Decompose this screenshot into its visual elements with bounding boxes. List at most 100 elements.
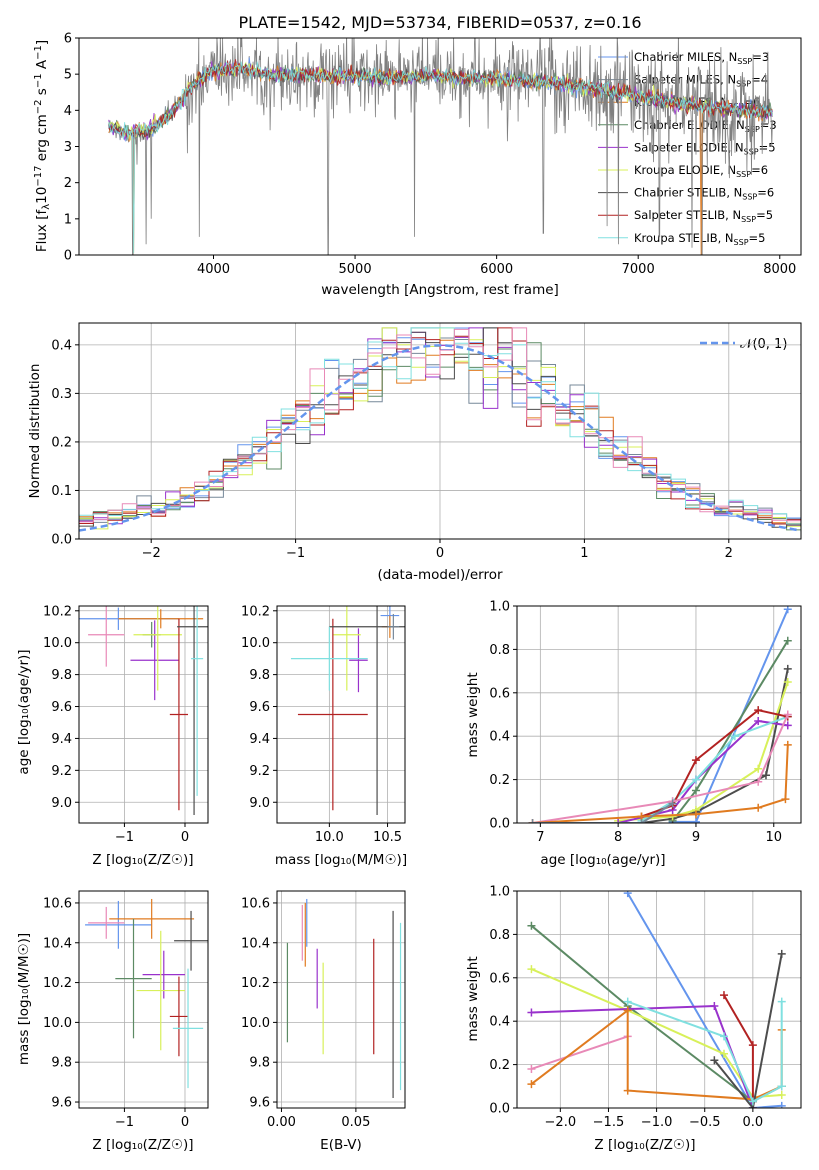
weight_vs_Z-axes: −2.0 −1.5 −1.0 −0.5 0.0 0.0 0.2 0.4 0.6 0.8 1.0 <box>489 885 802 1130</box>
weight-marker <box>527 965 536 974</box>
mass_vs_ebv-ytick-label: 10.6 <box>241 896 270 911</box>
weight-series-extra-pink <box>527 1032 632 1073</box>
mass_vs_Z-grid <box>79 891 208 1108</box>
weight-series-chabrier-miles <box>668 606 792 823</box>
errorbar-extra-pink <box>88 606 125 667</box>
weight-marker <box>719 1032 728 1041</box>
weight_vs_Z-ytick-label: 0.4 <box>489 1015 510 1030</box>
age_vs_Z-ytick-label: 9.2 <box>51 764 72 779</box>
residuals-ytick-label: 0.1 <box>51 484 72 499</box>
weight-line <box>532 802 674 823</box>
weight_vs_age-xtick-label: 7 <box>536 830 544 845</box>
mass_vs_Z-ytick-label: 10.4 <box>43 936 72 951</box>
weight_vs_age-ytick-label: 0.4 <box>489 730 510 745</box>
weight-vs-age-ylabel: mass weight <box>465 672 481 757</box>
age_vs_mass-ytick-label: 10.2 <box>241 604 270 619</box>
residuals-xtick-label: 2 <box>725 546 733 561</box>
weight-marker <box>637 819 646 823</box>
age_vs_mass-marks <box>290 606 405 816</box>
spectrum-xtick-label: 6000 <box>480 262 513 277</box>
age-vs-mass-xlabel: mass [log₁₀(M/M☉)] <box>275 852 407 868</box>
weight-marker <box>783 721 792 730</box>
weight_vs_age-xtick-label: 9 <box>692 830 700 845</box>
mass_vs_Z-ytick-label: 9.8 <box>51 1056 72 1071</box>
weight-marker <box>527 921 536 930</box>
residuals-xtick-label: −2 <box>142 546 161 561</box>
weight-line <box>532 714 789 823</box>
spectrum-ytick-label: 1 <box>64 212 72 227</box>
mass_vs_ebv-frame <box>276 890 406 1109</box>
age_vs_Z-ytick-label: 10.0 <box>43 636 72 651</box>
legend-label-prefix: Kroupa STELIB, N <box>634 231 734 245</box>
weight-series-kroupa-stelib <box>623 997 786 1106</box>
weight-marker <box>761 771 770 780</box>
spectrum-ytick-label: 3 <box>64 140 72 155</box>
residuals-xtick-label: 0 <box>436 546 444 561</box>
weight_vs_Z-ytick-label: 0.2 <box>489 1058 510 1073</box>
errorbar-salpeter-elodie <box>130 620 179 701</box>
errorbar-chabrier-stelib <box>174 910 208 971</box>
model-spectrum-kroupa-stelib <box>108 61 773 254</box>
weight_vs_Z-marks <box>527 891 786 1108</box>
weight-marker <box>748 1097 757 1106</box>
weight-marker <box>777 949 786 958</box>
weight_vs_age-xtick-label: 8 <box>614 830 622 845</box>
weight_vs_age-ytick-label: 0.0 <box>489 817 510 832</box>
age_vs_Z-axes: −1 0 9.0 9.2 9.4 9.6 9.8 10.0 10.2 <box>43 604 209 845</box>
spectrum-ytick-label: 5 <box>64 68 72 83</box>
legend-label-prefix: Salpeter ELODIE, N <box>634 140 744 154</box>
weight-marker <box>691 756 700 765</box>
spectrum-frame <box>78 37 802 256</box>
weight-marker <box>623 997 632 1006</box>
weight_vs_Z-xtick-label: −1.5 <box>593 1115 625 1130</box>
weight-marker <box>783 636 792 645</box>
legend-label-sub: SSP <box>741 215 756 224</box>
weight-marker <box>527 1080 536 1089</box>
weight_vs_age-ytick-label: 0.2 <box>489 773 510 788</box>
weight_vs_Z-xtick-label: −0.5 <box>689 1115 721 1130</box>
age_vs_mass-ytick-label: 10.0 <box>241 636 270 651</box>
age_vs_Z-ytick-label: 9.6 <box>51 700 72 715</box>
residuals-ytick-label: 0.0 <box>51 533 72 548</box>
weight-marker <box>691 775 700 784</box>
age_vs_Z-xtick-label: −1 <box>115 830 134 845</box>
weight-marker <box>781 795 790 804</box>
weight_vs_Z-xtick-label: −1.0 <box>641 1115 673 1130</box>
weight-marker <box>783 664 792 673</box>
weight-series-salpeter-miles <box>528 799 677 823</box>
residuals-xlabel: (data-model)/error <box>377 567 503 583</box>
weight_vs_age-ytick-label: 0.8 <box>489 643 510 658</box>
weight_vs_age-frame <box>516 605 802 824</box>
mass_vs_Z-ytick-label: 10.0 <box>43 1016 72 1031</box>
age_vs_Z-ytick-label: 9.0 <box>51 796 72 811</box>
mass-vs-Z-ylabel: mass [log₁₀(M/M☉)] <box>16 933 32 1065</box>
mass_vs_Z-ytick-label: 10.2 <box>43 976 72 991</box>
mass_vs_ebv-ytick-label: 10.2 <box>241 976 270 991</box>
weight_vs_age-xtick-label: 10 <box>765 830 782 845</box>
mass_vs_ebv-grid <box>277 891 405 1108</box>
errorbar-salpeter-stelib <box>169 618 189 811</box>
mass_vs_ebv-marks <box>286 898 402 1099</box>
weight-marker <box>783 740 792 749</box>
errorbar-chabrier-miles <box>85 900 152 949</box>
weight-marker <box>719 991 728 1000</box>
spectrum-xtick-label: 5000 <box>339 262 372 277</box>
spectrum-xlabel: wavelength [Angstrom, rest frame] <box>321 282 559 298</box>
legend-label-chabrier-miles: Chabrier MILES, NSSP=3 <box>634 50 769 66</box>
weight_vs_age-ytick-label: 0.6 <box>489 686 510 701</box>
age_vs_mass-ytick-label: 9.4 <box>249 732 270 747</box>
spectrum-ylabel: Flux [fλ10−17 erg cm−2 s−1 A−1] <box>33 40 52 252</box>
legend-label-sub: SSP <box>734 238 749 247</box>
errorbar-kroupa-miles <box>118 609 204 629</box>
weight-marker <box>754 803 763 812</box>
weight-marker <box>614 819 623 823</box>
age_vs_mass-ytick-label: 9.6 <box>249 700 270 715</box>
legend-label-sub: SSP <box>736 170 751 179</box>
age-vs-Z-ylabel: age [log₁₀(age/yr)] <box>16 649 32 774</box>
weight-marker <box>777 1082 786 1091</box>
histogram-salpeter-stelib <box>79 327 801 539</box>
weight-marker <box>527 1008 536 1017</box>
mass_vs_ebv-ytick-label: 9.8 <box>249 1056 270 1071</box>
weight-marker <box>777 997 786 1006</box>
age_vs_mass-ytick-label: 9.8 <box>249 668 270 683</box>
